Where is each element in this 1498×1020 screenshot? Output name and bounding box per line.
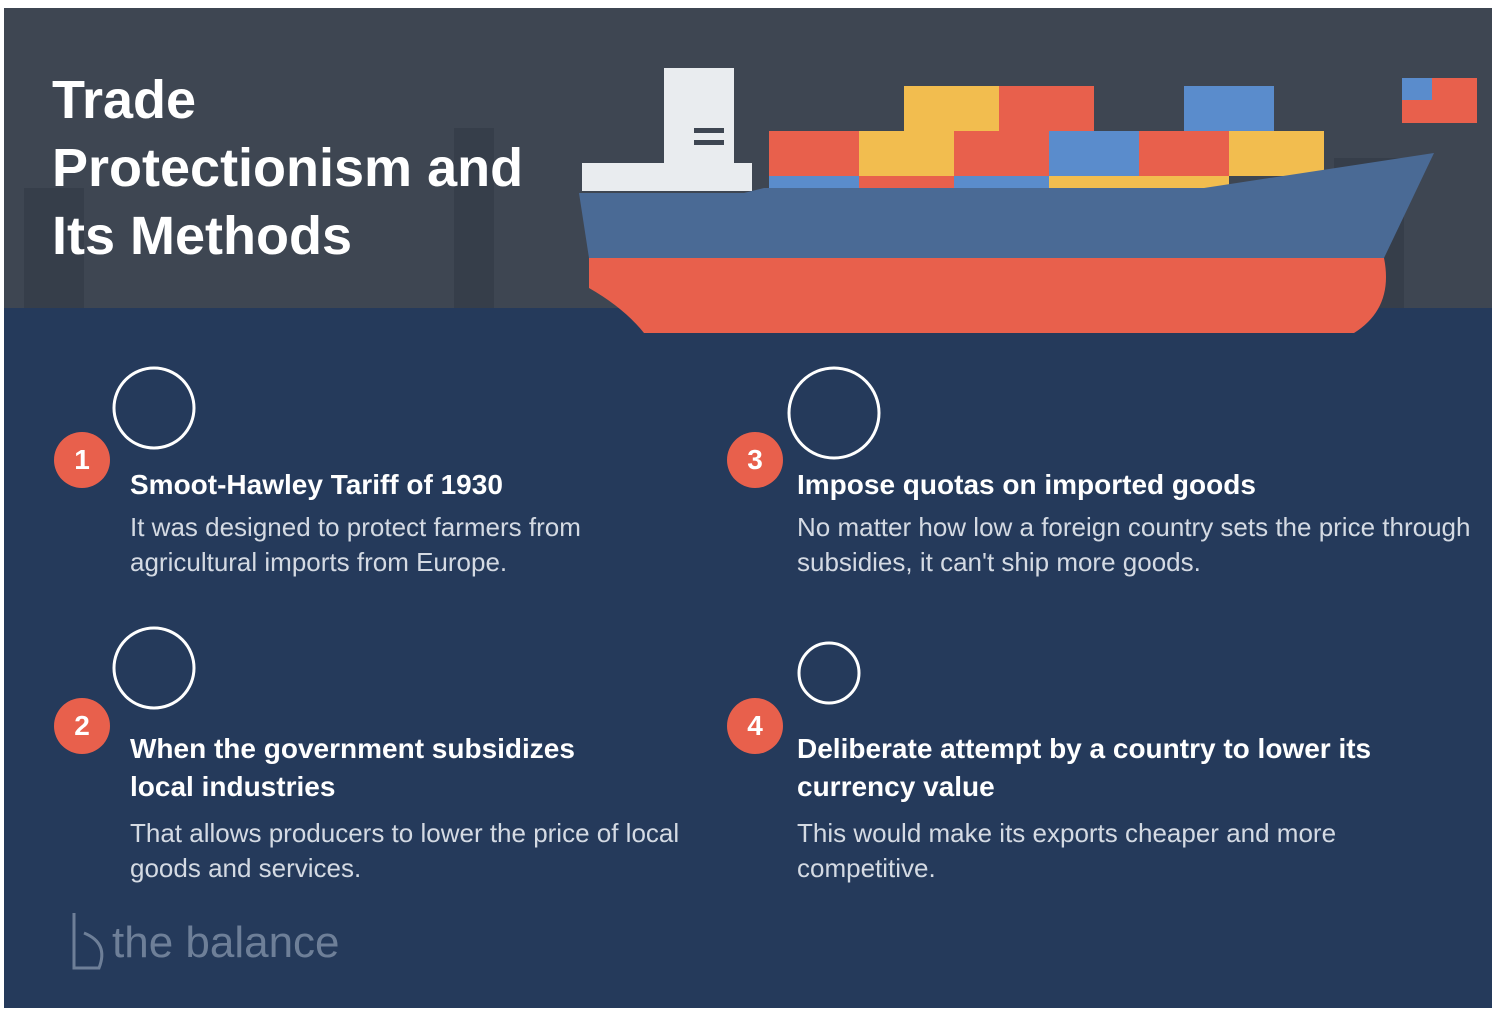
item-heading: Impose quotas on imported goods <box>797 466 1487 504</box>
item-number: 4 <box>727 698 783 754</box>
item-heading: Deliberate attempt by a country to lower… <box>797 730 1377 806</box>
item-number: 1 <box>54 432 110 488</box>
item-heading: When the government subsidizes local ind… <box>130 730 580 806</box>
logo: the balance <box>112 918 340 968</box>
item-heading: Smoot-Hawley Tariff of 1930 <box>130 466 690 504</box>
item-text: No matter how low a foreign country sets… <box>797 510 1487 580</box>
item-text: This would make its exports cheaper and … <box>797 816 1377 886</box>
item-text: It was designed to protect farmers from … <box>130 510 690 580</box>
logo-mark <box>74 913 102 968</box>
item-number: 3 <box>727 432 783 488</box>
item-text: That allows producers to lower the price… <box>130 816 700 886</box>
infographic: Trade Protectionism and Its Methods 1 Sm… <box>4 8 1492 1008</box>
title: Trade Protectionism and Its Methods <box>52 66 532 270</box>
item-number: 2 <box>54 698 110 754</box>
